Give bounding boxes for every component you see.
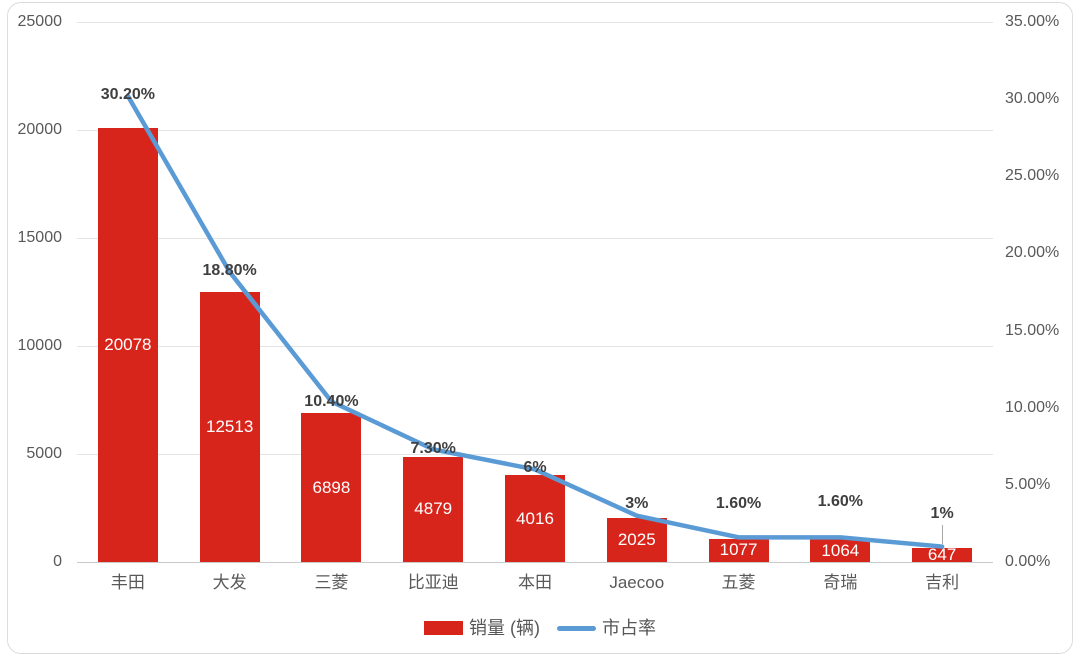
legend-item-share: 市占率 — [557, 617, 656, 639]
share-point-label: 18.80% — [202, 261, 257, 279]
share-point-label: 30.20% — [100, 86, 155, 104]
bar-吉利 — [912, 548, 973, 562]
bar-value-label: 12513 — [206, 416, 254, 436]
legend-item-sales: 销量 (辆) — [424, 617, 540, 639]
right-axis-tick: 15.00% — [1005, 321, 1060, 339]
bar-value-label: 1077 — [719, 540, 758, 560]
bar-value-label: 4016 — [516, 508, 554, 528]
share-point-label: 6% — [523, 459, 547, 477]
gridline — [77, 21, 993, 23]
gridline — [77, 453, 993, 455]
bar-value-label: 2025 — [617, 530, 656, 550]
bar-Jaecoo — [606, 518, 667, 562]
bar-value-label: 647 — [927, 545, 957, 564]
bar-奇瑞 — [810, 539, 871, 562]
right-axis-tick: 30.00% — [1005, 90, 1060, 108]
category-label-五菱: 五菱 — [721, 573, 756, 592]
category-label-本田: 本田 — [518, 573, 552, 592]
category-label-比亚迪: 比亚迪 — [407, 573, 459, 592]
left-axis-tick: 15000 — [17, 229, 63, 246]
share-point-label: 3% — [625, 494, 649, 512]
share-point-label: 10.40% — [304, 392, 359, 410]
bar-value-label: 4879 — [414, 499, 453, 519]
sales-series-swatch — [424, 621, 463, 635]
category-label-奇瑞: 奇瑞 — [823, 573, 858, 592]
left-axis-tick: 10000 — [17, 337, 63, 354]
right-axis-tick: 25.00% — [1005, 167, 1060, 185]
gridline — [77, 237, 993, 239]
category-label-吉利: 吉利 — [925, 573, 960, 592]
right-axis-tick: 5.00% — [1005, 475, 1051, 493]
bar-五菱 — [708, 538, 769, 562]
bar-比亚迪 — [403, 456, 464, 562]
left-axis-tick: 5000 — [26, 445, 62, 462]
share-point-label: 1.60% — [817, 493, 864, 511]
left-axis-tick: 25000 — [17, 13, 63, 30]
category-label-Jaecoo: Jaecoo — [609, 573, 665, 592]
label-leader-line — [942, 524, 944, 544]
bar-大发 — [199, 291, 260, 562]
left-axis-tick: 0 — [53, 553, 62, 570]
bar-本田 — [505, 475, 565, 562]
share-point-label: 7.30% — [410, 440, 456, 458]
sales-series-label: 销量 (辆) — [469, 618, 540, 638]
share-point-label: 1% — [930, 504, 954, 522]
right-axis-tick: 0.00% — [1005, 553, 1051, 570]
share-series-swatch — [557, 625, 596, 631]
x-axis-line — [77, 561, 993, 563]
market-share-polyline — [125, 93, 945, 549]
bar-丰田 — [97, 128, 158, 562]
chart-legend: 销量 (辆) 市占率 — [0, 613, 1080, 643]
bar-value-label: 20078 — [104, 335, 152, 355]
right-axis-tick: 35.00% — [1005, 13, 1060, 30]
share-point-label: 1.60% — [715, 495, 762, 513]
bar-三菱 — [301, 413, 362, 562]
gridline — [77, 129, 993, 131]
category-label-三菱: 三菱 — [314, 573, 349, 592]
category-label-丰田: 丰田 — [110, 573, 145, 592]
category-label-大发: 大发 — [212, 573, 247, 592]
right-axis-tick: 20.00% — [1005, 244, 1060, 262]
bar-value-label: 1064 — [821, 540, 860, 560]
gridline — [77, 345, 993, 347]
left-axis-tick: 20000 — [17, 121, 63, 138]
bar-value-label: 6898 — [312, 477, 351, 497]
right-axis-tick: 10.00% — [1005, 398, 1060, 416]
share-series-label: 市占率 — [602, 618, 656, 638]
